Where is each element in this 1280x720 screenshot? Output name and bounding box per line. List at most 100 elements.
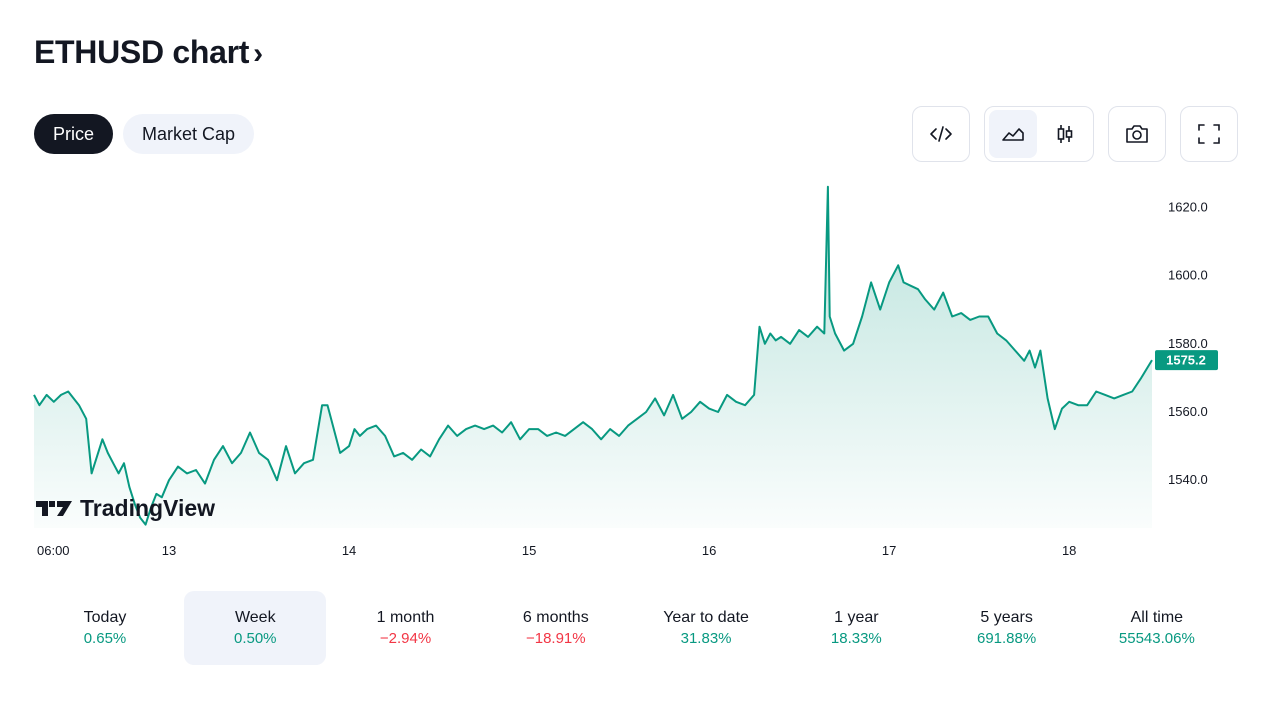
price-point: [789, 343, 791, 345]
y-tick-label: 1580.0: [1168, 336, 1208, 351]
price-point: [60, 394, 62, 396]
price-point: [53, 401, 55, 403]
price-point: [240, 452, 242, 454]
period-1-month[interactable]: 1 month −2.94%: [335, 591, 477, 665]
x-tick-label: 13: [162, 543, 176, 558]
last-price-text: 1575.2: [1166, 353, 1206, 368]
price-point: [118, 472, 120, 474]
price-point: [690, 411, 692, 413]
price-point: [663, 414, 665, 416]
price-point: [951, 315, 953, 317]
price-point: [969, 319, 971, 321]
tab-price[interactable]: Price: [34, 114, 114, 154]
price-point: [798, 329, 800, 331]
chart-style-group: [984, 106, 1094, 162]
price-point: [492, 425, 494, 427]
price-point: [168, 479, 170, 481]
price-point: [447, 425, 449, 427]
price-point: [429, 455, 431, 457]
price-point: [145, 524, 147, 526]
x-tick-label: 17: [882, 543, 896, 558]
price-point: [249, 431, 251, 433]
price-point: [618, 435, 620, 437]
x-tick-label: 15: [522, 543, 536, 558]
price-point: [186, 472, 188, 474]
price-point: [546, 435, 548, 437]
price-point: [510, 421, 512, 423]
price-point: [375, 425, 377, 427]
tradingview-logo: TradingView: [36, 495, 215, 521]
period-change: 0.65%: [83, 629, 127, 647]
price-point: [780, 336, 782, 338]
price-point: [1086, 404, 1088, 406]
chart-toolbar: [912, 106, 1238, 162]
price-point: [353, 428, 355, 430]
camera-icon: [1126, 125, 1148, 143]
price-point: [1054, 428, 1056, 430]
price-point: [978, 315, 980, 317]
price-point: [91, 472, 93, 474]
price-point: [73, 397, 75, 399]
embed-button[interactable]: [917, 110, 965, 158]
period-change: 0.50%: [233, 629, 277, 647]
price-line: [33, 185, 1153, 526]
y-tick-label: 1620.0: [1168, 199, 1208, 214]
price-point: [573, 428, 575, 430]
price-point: [681, 418, 683, 420]
price-point: [744, 404, 746, 406]
x-tick-label: 06:00: [37, 543, 70, 558]
price-point: [501, 431, 503, 433]
price-point: [843, 350, 845, 352]
price-point: [861, 315, 863, 317]
price-point: [519, 438, 521, 440]
tab-market-cap[interactable]: Market Cap: [123, 114, 255, 154]
price-point: [1077, 404, 1079, 406]
price-point: [528, 428, 530, 430]
embed-group: [912, 106, 970, 162]
price-point: [636, 418, 638, 420]
price-point: [285, 445, 287, 447]
price-chart[interactable]: 1620.0 1600.0 1580.0 1560.0 1540.0 06:00 13 14…: [0, 170, 1280, 570]
price-point: [402, 452, 404, 454]
fullscreen-icon: [1198, 124, 1220, 144]
price-point: [1005, 339, 1007, 341]
period-year-to-date[interactable]: Year to date 31.83%: [635, 591, 777, 665]
period-change: −18.91%: [525, 629, 586, 647]
period-1-year[interactable]: 1 year 18.33%: [785, 591, 927, 665]
period-all-time[interactable]: All time 55543.06%: [1086, 591, 1228, 665]
price-point: [769, 333, 771, 335]
price-point: [1034, 367, 1036, 369]
price-point: [672, 394, 674, 396]
price-point: [917, 288, 919, 290]
period-week[interactable]: Week 0.50%: [184, 591, 327, 665]
price-point: [888, 281, 890, 283]
price-point: [1023, 360, 1025, 362]
period-5-years[interactable]: 5 years 691.88%: [936, 591, 1078, 665]
period-change: 18.33%: [830, 629, 882, 647]
price-point: [294, 472, 296, 474]
price-point: [411, 459, 413, 461]
price-point: [101, 438, 103, 440]
price-point: [321, 404, 323, 406]
price-point: [775, 339, 777, 341]
y-tick-label: 1540.0: [1168, 472, 1208, 487]
price-point: [46, 394, 48, 396]
price-point: [609, 428, 611, 430]
fullscreen-group: [1180, 106, 1238, 162]
price-point: [1061, 408, 1063, 410]
price-point: [1131, 391, 1133, 393]
chevron-right-icon: ›: [253, 36, 263, 70]
price-point: [903, 281, 905, 283]
chart-title-link[interactable]: ETHUSD chart ›: [34, 34, 263, 71]
price-point: [759, 326, 761, 328]
period-today[interactable]: Today 0.65%: [34, 591, 176, 665]
price-point: [1122, 394, 1124, 396]
period-6-months[interactable]: 6 months −18.91%: [485, 591, 627, 665]
snapshot-button[interactable]: [1113, 110, 1161, 158]
candles-button[interactable]: [1041, 110, 1089, 158]
price-point: [708, 408, 710, 410]
fullscreen-button[interactable]: [1185, 110, 1233, 158]
period-label: All time: [1130, 608, 1184, 626]
area-chart-button[interactable]: [989, 110, 1037, 158]
price-point: [366, 428, 368, 430]
